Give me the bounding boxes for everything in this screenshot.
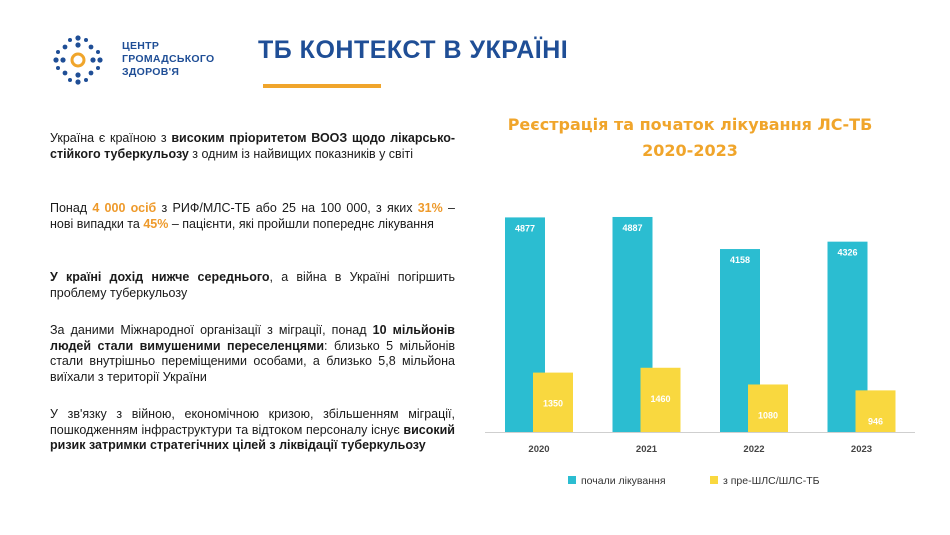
bar-2023-pre-xdr [855,390,896,432]
bar-2022-pre-xdr [748,384,788,432]
legend-swatch [568,476,576,484]
bar-2020-pre-xdr [533,372,573,432]
logo-line: ГРОМАДСЬКОГО [122,53,215,65]
paragraph-cases: Понад 4 000 осіб з РИФ/МЛС-ТБ або 25 на … [50,201,455,231]
paragraph-migration: За даними Міжнародної організації з мігр… [50,323,455,384]
data-label: 1350 [543,399,563,409]
bar-2021-pre-xdr [640,367,681,432]
chart-title: Реєстрація та початок лікування ЛС-ТБ 20… [507,115,873,160]
logo-line: ЦЕНТР [122,40,160,52]
paragraph-income: У країні дохід нижче середнього, а війна… [50,270,455,300]
dotted-circle-logo-icon [53,35,103,85]
logo-text: ЦЕНТР ГРОМАДСЬКОГО ЗДОРОВ'Я [122,40,232,79]
title-underline [263,84,381,88]
legend-label: з пре-ШЛС/ШЛС-ТБ [723,475,820,487]
data-label: 4877 [515,223,535,233]
data-label: 4326 [837,248,857,258]
x-tick-label: 2023 [851,444,872,455]
legend-swatch [710,476,718,484]
x-tick-label: 2022 [743,444,764,455]
data-label: 946 [868,416,883,426]
paragraph-risk: У зв'язку з війною, економічною кризою, … [50,407,455,452]
logo-line: ЗДОРОВ'Я [122,66,180,78]
bar-chart: 4877 1350 2020 4887 1460 2021 4158 1080 2022 4326… [485,216,915,487]
data-label: 1460 [650,394,670,404]
data-label: 4887 [622,223,642,233]
legend-label: почали лікування [581,475,666,487]
x-tick-label: 2020 [528,444,549,455]
x-tick-label: 2021 [636,444,658,455]
data-label: 4158 [730,255,750,265]
paragraph-who-priority: Україна є країною з високим пріоритетом … [50,131,455,161]
data-label: 1080 [758,410,778,420]
page-title: ТБ КОНТЕКСТ В УКРАЇНІ [258,36,569,64]
